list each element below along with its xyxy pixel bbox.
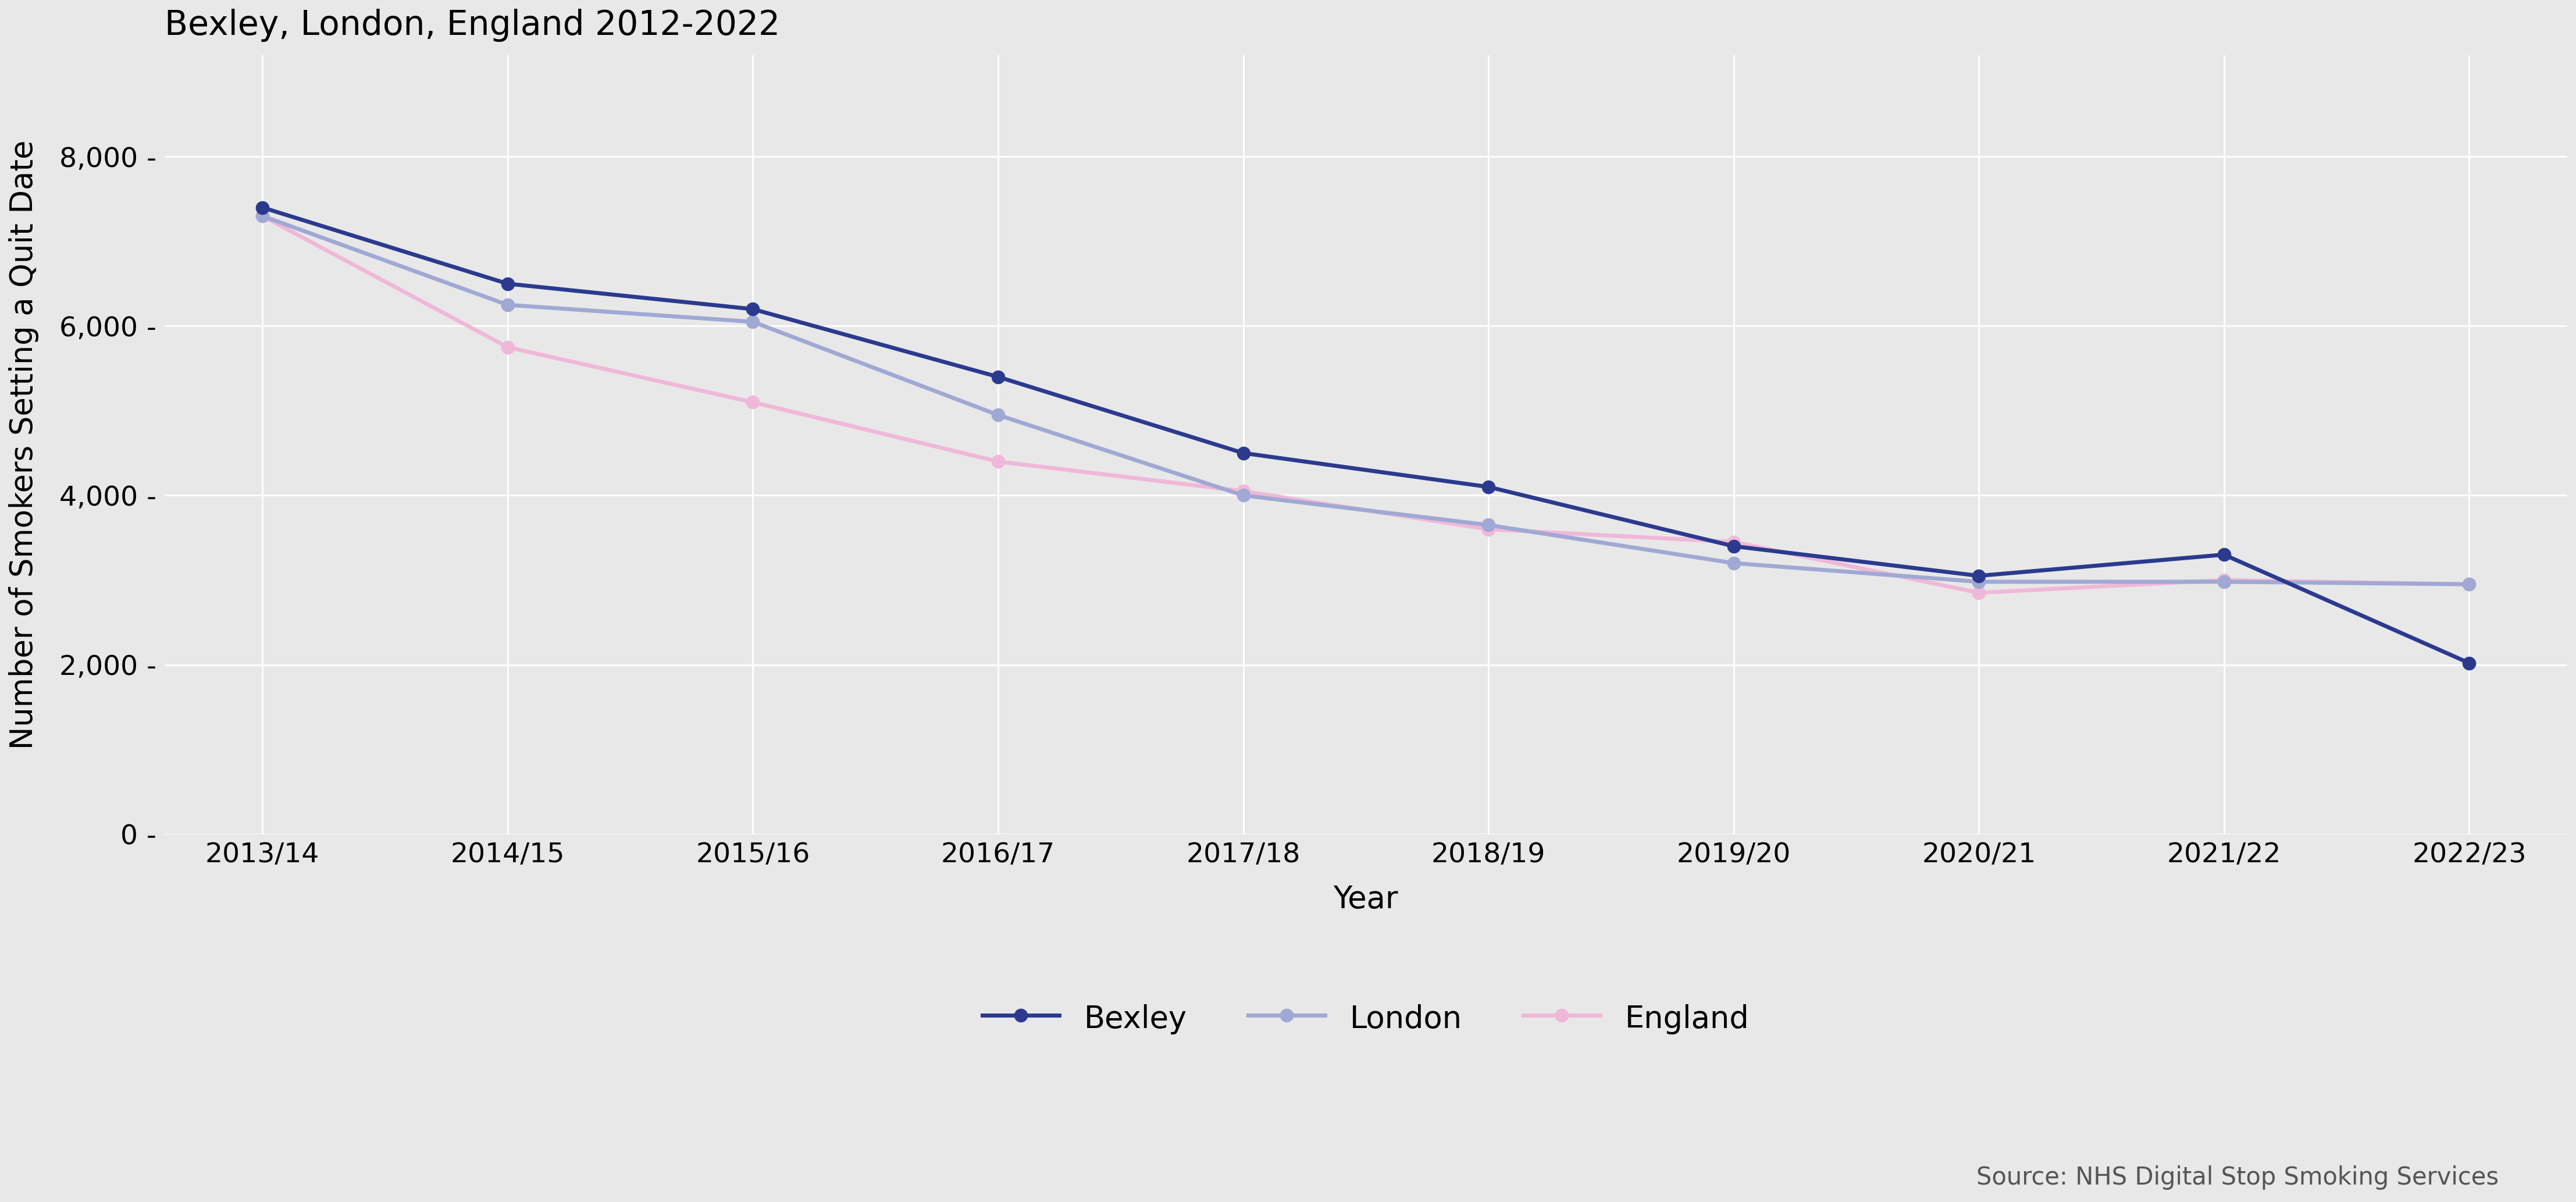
Line: England: England: [255, 209, 2476, 600]
Legend: Bexley, London, England: Bexley, London, England: [971, 989, 1762, 1047]
Bexley: [981, 370, 1012, 385]
Bexley: [737, 302, 768, 316]
Y-axis label: Number of Smokers Setting a Quit Date: Number of Smokers Setting a Quit Date: [8, 139, 39, 749]
Bexley: [1718, 538, 1749, 553]
Line: Bexley: Bexley: [255, 201, 2476, 670]
England: [2455, 577, 2486, 591]
England: [1473, 522, 1504, 536]
Line: London: London: [255, 209, 2476, 590]
Bexley: [1473, 480, 1504, 494]
Bexley: [2455, 656, 2486, 671]
England: [1963, 585, 1994, 600]
London: [2208, 575, 2239, 589]
England: [1229, 484, 1260, 499]
London: [492, 298, 523, 313]
England: [492, 340, 523, 355]
London: [1718, 555, 1749, 570]
England: [2208, 573, 2239, 588]
London: [981, 407, 1012, 422]
London: [1963, 575, 1994, 589]
London: [737, 315, 768, 329]
England: [981, 454, 1012, 469]
England: [247, 209, 278, 224]
Bexley: [1229, 446, 1260, 460]
London: [1229, 488, 1260, 502]
Bexley: [492, 276, 523, 291]
London: [2455, 577, 2486, 591]
England: [737, 395, 768, 410]
Bexley: [247, 201, 278, 215]
England: [1718, 535, 1749, 549]
London: [1473, 518, 1504, 532]
London: [247, 209, 278, 224]
Text: Bexley, London, England 2012-2022: Bexley, London, England 2012-2022: [165, 8, 781, 42]
X-axis label: Year: Year: [1334, 885, 1399, 915]
Text: Source: NHS Digital Stop Smoking Services: Source: NHS Digital Stop Smoking Service…: [1976, 1166, 2499, 1190]
Bexley: [2208, 547, 2239, 561]
Bexley: [1963, 569, 1994, 583]
